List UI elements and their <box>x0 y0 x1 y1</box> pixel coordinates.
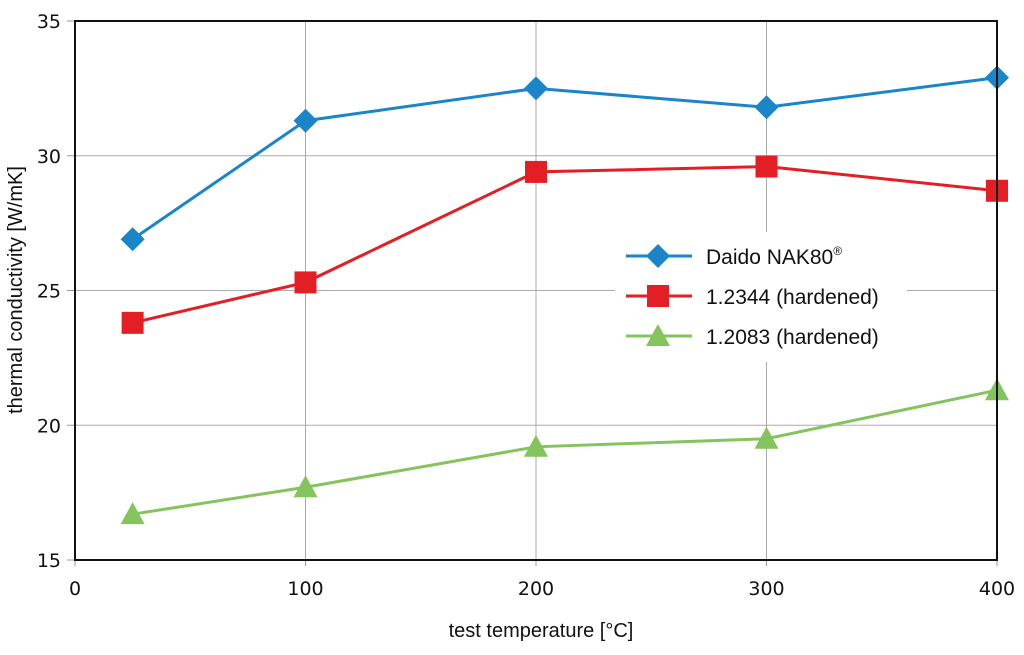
data-point <box>120 502 145 525</box>
x-tick-label: 200 <box>518 578 554 600</box>
data-point <box>524 434 548 457</box>
data-point <box>120 227 145 252</box>
series-1 <box>121 155 1008 334</box>
legend-label-text: 1.2083 (hardened) <box>706 326 879 349</box>
legend-label: 1.2083 (hardened) <box>706 326 879 349</box>
series-2 <box>120 378 1009 525</box>
series-line <box>132 388 998 516</box>
legend-marker <box>647 285 669 307</box>
series-0 <box>120 65 1009 252</box>
legend-label: Daido NAK80® <box>706 244 842 269</box>
legend: Daido NAK80® 1.2344 (hardened) 1.2083 (har… <box>615 232 907 362</box>
x-tick-label: 100 <box>287 578 323 600</box>
data-point <box>121 311 144 334</box>
data-point <box>525 160 547 183</box>
y-tick-label: 20 <box>37 415 61 437</box>
y-tick-label: 25 <box>37 281 61 303</box>
x-tick-label: 400 <box>979 578 1015 600</box>
y-tick-label: 15 <box>37 550 61 572</box>
series-layer <box>120 65 1009 525</box>
series-line <box>131 76 998 241</box>
plot-frame <box>74 20 998 561</box>
legend-marker <box>646 324 670 346</box>
data-point <box>754 426 779 449</box>
legend-label: 1.2344 (hardened) <box>706 286 879 309</box>
data-point <box>294 271 317 294</box>
x-axis-label: test temperature [°C] <box>449 620 634 642</box>
data-point <box>755 155 778 178</box>
data-point <box>754 95 779 120</box>
x-tick-label: 0 <box>69 578 81 600</box>
data-point <box>524 76 548 101</box>
legend-marker <box>646 244 670 268</box>
legend-label-text: 1.2344 (hardened) <box>706 286 879 309</box>
y-tick-label: 30 <box>37 146 61 168</box>
x-tick-label: 300 <box>748 578 784 600</box>
data-point <box>293 475 318 498</box>
legend-superscript: ® <box>833 244 842 258</box>
y-axis-label: thermal conductivity [W/mK] <box>5 166 27 414</box>
legend-label-text: Daido NAK80 <box>706 246 833 269</box>
axes: 0 100 200 300 400 15 20 25 30 35 <box>37 11 1015 600</box>
data-point <box>293 108 318 133</box>
y-tick-label: 35 <box>37 11 61 33</box>
